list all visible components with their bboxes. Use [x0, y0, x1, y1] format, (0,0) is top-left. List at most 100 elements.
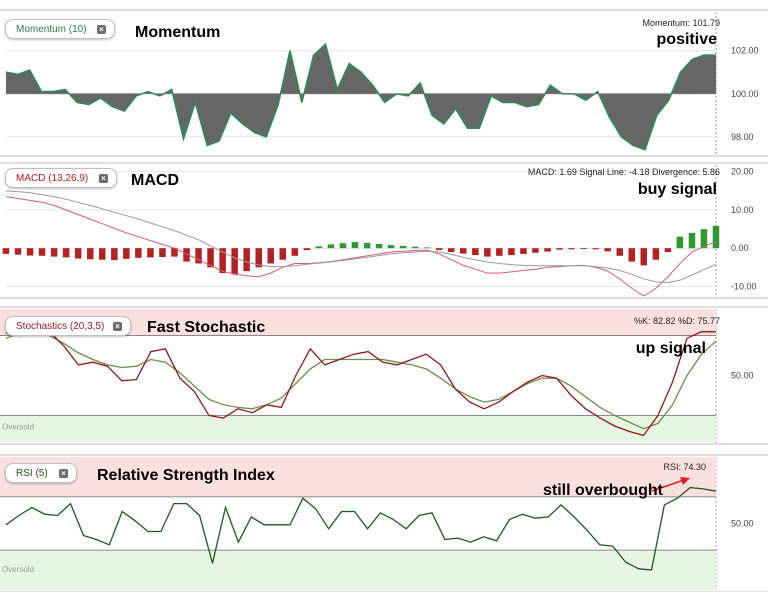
close-icon[interactable]: ×	[113, 322, 122, 331]
momentum-pill-label: Momentum (10)	[16, 24, 87, 35]
y-tick-label: 102.00	[731, 46, 759, 56]
rsi-note: still overbought	[543, 482, 663, 499]
divergence-bar	[700, 229, 708, 249]
macd-note: buy signal	[637, 181, 717, 198]
rsi-title: Relative Strength Index	[97, 467, 275, 484]
divergence-bar	[592, 248, 599, 250]
arrow-head	[680, 477, 690, 485]
divergence-bar	[532, 248, 539, 253]
overbought-zone	[0, 457, 716, 497]
divergence-bar	[267, 248, 274, 264]
momentum-plot: 98.00 100.00 102.00	[5, 42, 759, 151]
divergence-bar	[207, 248, 214, 268]
close-icon[interactable]: ×	[99, 174, 108, 183]
momentum-area	[6, 44, 716, 150]
divergence-bar	[87, 248, 94, 260]
oversold-zone	[0, 415, 716, 442]
divergence-bar	[556, 248, 563, 250]
y-tick-label: 0.00	[731, 243, 749, 253]
divergence-bar	[399, 245, 407, 249]
macd-title: MACD	[131, 172, 179, 189]
divergence-bar	[664, 248, 672, 252]
macd-readout: MACD: 1.69 Signal Line: -4.18 Divergence…	[527, 167, 720, 177]
divergence-bar	[484, 248, 491, 257]
divergence-bar	[460, 248, 467, 254]
stochastics-title: Fast Stochastic	[147, 319, 266, 336]
divergence-bar	[231, 248, 238, 275]
y-tick-label: -10.00	[731, 281, 757, 291]
divergence-bar	[279, 248, 286, 260]
divergence-bar	[171, 248, 178, 257]
divergence-bar	[291, 248, 299, 256]
divergence-bar	[688, 232, 696, 249]
divergence-bar	[628, 248, 635, 262]
momentum-readout: Momentum: 101.79	[642, 18, 720, 28]
divergence-bar	[123, 248, 130, 259]
divergence-bar	[423, 247, 431, 249]
divergence-bar	[411, 246, 419, 249]
divergence-bar	[375, 244, 383, 249]
stochastics-pill-label: Stochastics (20,3,5)	[16, 321, 105, 332]
divergence-bar	[74, 248, 82, 259]
divergence-bar	[472, 248, 479, 256]
y-tick-label: 20.00	[731, 167, 754, 177]
divergence-bar	[640, 248, 647, 266]
divergence-bar	[604, 248, 611, 252]
divergence-bar	[38, 248, 46, 256]
stochastics-readout: %K: 82.82 %D: 75.77	[633, 316, 720, 326]
divergence-bar	[62, 248, 70, 258]
divergence-bar	[111, 248, 118, 261]
divergence-bar	[303, 248, 311, 251]
divergence-bar	[339, 243, 347, 249]
rsi-indicator-pill[interactable]: RSI (5) ×	[5, 463, 77, 483]
divergence-bar	[508, 248, 515, 256]
divergence-bar	[26, 248, 34, 256]
stochastics-indicator-pill[interactable]: Stochastics (20,3,5) ×	[5, 316, 131, 336]
divergence-bar	[243, 248, 250, 272]
close-icon[interactable]: ×	[97, 25, 106, 34]
macd-indicator-pill[interactable]: MACD (13,26,9) ×	[5, 168, 117, 188]
divergence-bar	[568, 248, 575, 250]
divergence-bar	[50, 248, 58, 257]
y-tick-label: 50.00	[731, 371, 754, 381]
momentum-line	[5, 42, 717, 151]
divergence-bar	[616, 248, 623, 256]
divergence-bar	[255, 248, 262, 268]
macd-line	[5, 196, 717, 297]
divergence-bar	[580, 248, 587, 249]
close-icon[interactable]: ×	[59, 469, 68, 478]
rsi-line	[5, 486, 717, 571]
y-tick-label: 10.00	[731, 205, 754, 215]
momentum-title: Momentum	[135, 24, 221, 41]
signal-line	[5, 190, 717, 284]
divergence-bar	[2, 248, 10, 254]
rsi-readout: RSI: 74.30	[663, 462, 706, 472]
divergence-bar	[14, 248, 22, 255]
panel-frames	[0, 9, 768, 592]
stochastics-note: up signal	[635, 340, 706, 357]
macd-plot: -10.00 0.00 10.00 20.00	[2, 167, 757, 297]
divergence-bar	[327, 244, 335, 249]
macd-pill-label: MACD (13,26,9)	[16, 173, 89, 184]
momentum-indicator-pill[interactable]: Momentum (10) ×	[5, 19, 115, 39]
divergence-bar	[219, 248, 226, 274]
divergence-bar	[652, 248, 660, 260]
rsi-plot: Oversold 50.00	[0, 457, 754, 590]
rsi-pill-label: RSI (5)	[16, 468, 48, 479]
divergence-bar	[195, 248, 202, 264]
divergence-bar	[315, 246, 323, 249]
divergence-bar	[496, 248, 503, 256]
divergence-bar	[712, 225, 720, 249]
oversold-zone-label: Oversold	[2, 422, 34, 431]
divergence-bar	[147, 248, 154, 258]
divergence-bar	[387, 245, 395, 249]
stoch-d-line	[5, 332, 717, 430]
divergence-bar	[520, 248, 527, 254]
arrow-shaft	[651, 479, 685, 492]
divergence-bar	[544, 248, 551, 252]
divergence-bar	[363, 242, 371, 249]
divergence-bar	[676, 236, 684, 249]
y-tick-label: 50.00	[731, 519, 754, 529]
